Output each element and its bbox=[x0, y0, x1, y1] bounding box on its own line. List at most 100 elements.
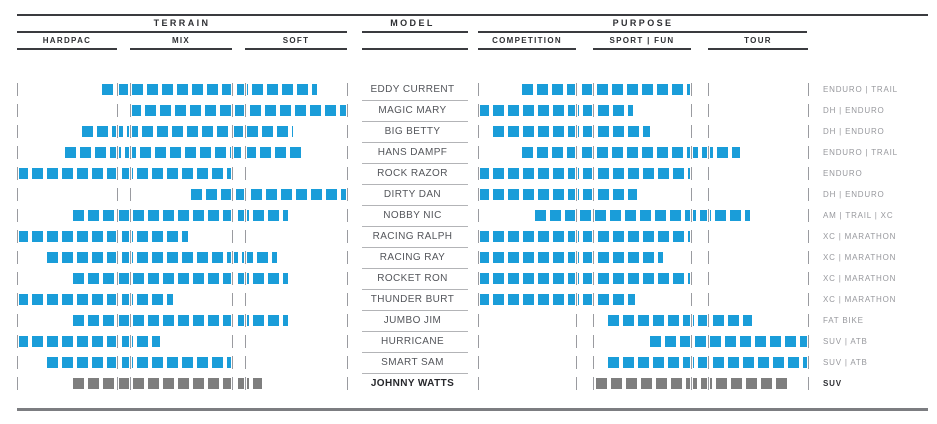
column-boundary-tick bbox=[16, 356, 18, 369]
column-boundary-tick bbox=[16, 272, 18, 285]
column-boundary-tick bbox=[592, 314, 594, 327]
column-boundary-tick bbox=[707, 335, 709, 348]
column-boundary-tick bbox=[346, 293, 348, 306]
purpose-bar-area bbox=[477, 373, 809, 394]
column-boundary-tick bbox=[575, 314, 577, 327]
purpose-rating-bar bbox=[522, 84, 691, 95]
purpose-rating-bar bbox=[478, 273, 691, 284]
column-boundary-tick bbox=[690, 230, 692, 243]
model-name: MAGIC MARY bbox=[378, 105, 447, 116]
column-boundary-tick bbox=[129, 83, 131, 96]
category-label: SUV | ATB bbox=[823, 358, 868, 367]
model-name: THUNDER BURT bbox=[370, 294, 455, 305]
column-boundary-tick bbox=[690, 272, 692, 285]
terrain-rating-bar bbox=[47, 357, 232, 368]
column-boundary-tick bbox=[592, 209, 594, 222]
purpose-bar-area bbox=[477, 142, 809, 163]
column-boundary-tick bbox=[129, 356, 131, 369]
table-row: NOBBY NIC AM | TRAIL | XC bbox=[0, 204, 937, 226]
category-label: XC | MARATHON bbox=[823, 232, 897, 241]
column-boundary-tick bbox=[346, 377, 348, 390]
column-boundary-tick bbox=[707, 167, 709, 180]
column-boundary-tick bbox=[575, 209, 577, 222]
purpose-rating-bar bbox=[478, 252, 663, 263]
purpose-rating-bar bbox=[595, 378, 790, 389]
tour-underline bbox=[708, 48, 808, 50]
purpose-bar-area bbox=[477, 205, 809, 226]
competition-underline bbox=[478, 48, 576, 50]
terrain-rating-bar bbox=[17, 294, 173, 305]
column-boundary-tick bbox=[244, 314, 246, 327]
column-boundary-tick bbox=[346, 188, 348, 201]
purpose-bar-area bbox=[477, 310, 809, 331]
column-boundary-tick bbox=[16, 188, 18, 201]
column-boundary-tick bbox=[244, 251, 246, 264]
terrain-rating-bar bbox=[47, 252, 277, 263]
table-row: RACING RALPH XC | MARATHON bbox=[0, 225, 937, 247]
column-boundary-tick bbox=[690, 335, 692, 348]
column-boundary-tick bbox=[129, 230, 131, 243]
table-row: BIG BETTY DH | ENDURO bbox=[0, 120, 937, 142]
column-boundary-tick bbox=[592, 251, 594, 264]
terrain-bar-area bbox=[16, 205, 348, 226]
column-boundary-tick bbox=[807, 146, 809, 159]
column-boundary-tick bbox=[592, 272, 594, 285]
model-col-underline bbox=[362, 48, 468, 50]
model-name: EDDY CURRENT bbox=[370, 84, 455, 95]
purpose-bar-area bbox=[477, 352, 809, 373]
purpose-bar-area bbox=[477, 100, 809, 121]
column-boundary-tick bbox=[16, 251, 18, 264]
column-boundary-tick bbox=[16, 377, 18, 390]
column-boundary-tick bbox=[807, 104, 809, 117]
column-boundary-tick bbox=[244, 377, 246, 390]
model-name: ROCKET RON bbox=[377, 273, 448, 284]
model-header: MODEL bbox=[390, 18, 435, 28]
column-boundary-tick bbox=[231, 293, 233, 306]
column-boundary-tick bbox=[575, 335, 577, 348]
column-boundary-tick bbox=[244, 335, 246, 348]
column-boundary-tick bbox=[116, 293, 118, 306]
column-boundary-tick bbox=[807, 251, 809, 264]
column-boundary-tick bbox=[707, 314, 709, 327]
column-boundary-tick bbox=[346, 335, 348, 348]
purpose-rating-bar bbox=[478, 105, 634, 116]
column-boundary-tick bbox=[707, 83, 709, 96]
column-boundary-tick bbox=[231, 209, 233, 222]
column-boundary-tick bbox=[346, 125, 348, 138]
table-row: EDDY CURRENT ENDURO | TRAIL bbox=[0, 79, 937, 100]
column-boundary-tick bbox=[244, 356, 246, 369]
column-boundary-tick bbox=[116, 146, 118, 159]
column-boundary-tick bbox=[116, 377, 118, 390]
model-underline bbox=[362, 31, 468, 33]
terrain-bar-area bbox=[16, 142, 348, 163]
terrain-rating-bar bbox=[82, 126, 293, 137]
category-label: XC | MARATHON bbox=[823, 253, 897, 262]
column-boundary-tick bbox=[690, 251, 692, 264]
purpose-bar-area bbox=[477, 79, 809, 100]
column-boundary-tick bbox=[477, 209, 479, 222]
column-boundary-tick bbox=[477, 188, 479, 201]
purpose-rating-bar bbox=[534, 210, 750, 221]
terrain-bar-area bbox=[16, 184, 348, 205]
purpose-rating-bar bbox=[522, 147, 740, 158]
terrain-bar-area bbox=[16, 79, 348, 100]
column-boundary-tick bbox=[231, 188, 233, 201]
column-boundary-tick bbox=[807, 272, 809, 285]
column-boundary-tick bbox=[129, 167, 131, 180]
column-boundary-tick bbox=[575, 377, 577, 390]
column-boundary-tick bbox=[346, 209, 348, 222]
terrain-rating-bar bbox=[17, 168, 232, 179]
model-name: JUMBO JIM bbox=[383, 315, 442, 326]
column-boundary-tick bbox=[116, 83, 118, 96]
model-name: BIG BETTY bbox=[384, 126, 441, 137]
column-boundary-tick bbox=[477, 377, 479, 390]
column-boundary-tick bbox=[244, 83, 246, 96]
terrain-rating-bar bbox=[65, 147, 303, 158]
column-boundary-tick bbox=[690, 83, 692, 96]
column-boundary-tick bbox=[116, 251, 118, 264]
column-boundary-tick bbox=[16, 209, 18, 222]
column-boundary-tick bbox=[129, 209, 131, 222]
terrain-bar-area bbox=[16, 310, 348, 331]
column-boundary-tick bbox=[16, 335, 18, 348]
